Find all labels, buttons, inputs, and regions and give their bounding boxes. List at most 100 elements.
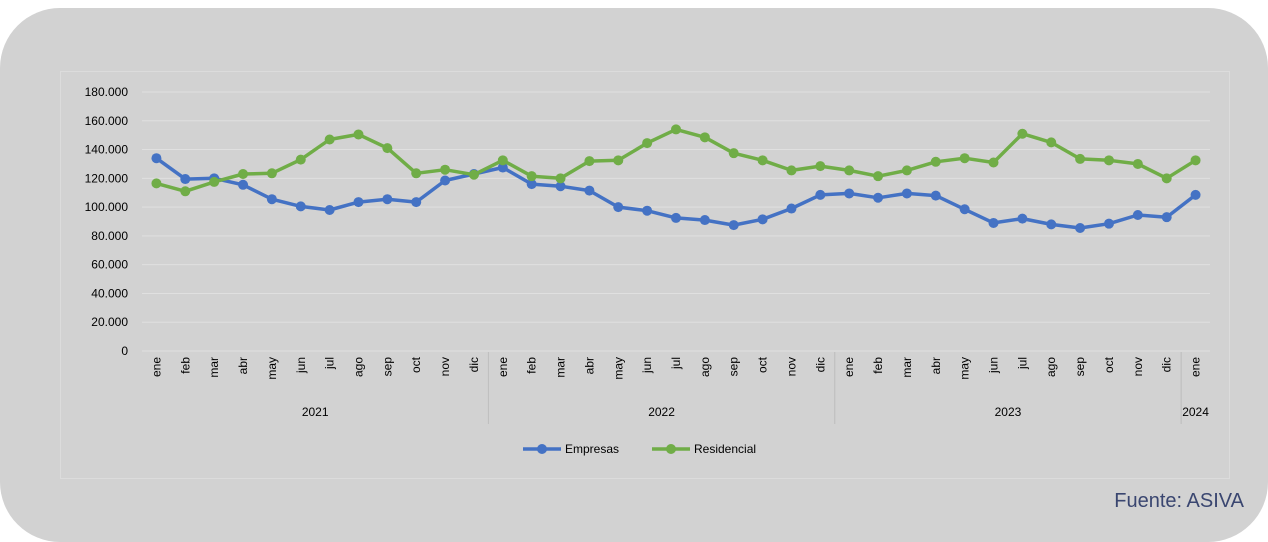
- data-point-empresas: [786, 203, 797, 214]
- data-point-residencial: [584, 156, 595, 167]
- y-axis: 0 20.000 40.000 60.000 80.000 100.000 120.000 1…: [85, 85, 129, 358]
- data-point-residencial: [151, 178, 162, 189]
- data-point-residencial: [1132, 158, 1143, 169]
- data-point-empresas: [844, 188, 855, 199]
- data-point-empresas: [324, 204, 335, 215]
- data-point-residencial: [786, 165, 797, 176]
- data-point-empresas: [901, 188, 912, 199]
- legend-empresas-label[interactable]: Empresas: [565, 442, 619, 456]
- data-point-empresas: [295, 201, 306, 212]
- x-tick-label: jul: [669, 357, 683, 370]
- data-point-empresas: [1132, 210, 1143, 221]
- x-tick-label: ene: [842, 357, 856, 377]
- data-point-residencial: [901, 165, 912, 176]
- data-point-residencial: [671, 124, 681, 135]
- data-point-empresas: [526, 179, 537, 190]
- data-point-residencial: [699, 132, 710, 143]
- data-point-residencial: [238, 169, 249, 180]
- data-point-empresas: [613, 202, 624, 213]
- x-tick-label: jun: [294, 357, 308, 374]
- data-point-residencial: [497, 155, 508, 166]
- data-point-empresas: [1017, 213, 1028, 224]
- x-tick-label: mar: [207, 357, 221, 378]
- legend-residencial-label[interactable]: Residencial: [694, 442, 756, 456]
- y-tick-label: 60.000: [91, 258, 128, 272]
- data-point-empresas: [988, 217, 999, 228]
- data-point-empresas: [238, 179, 249, 190]
- data-point-empresas: [1161, 212, 1172, 223]
- legend-residencial-marker: [666, 444, 676, 454]
- data-point-residencial: [1075, 153, 1086, 164]
- data-point-residencial: [642, 138, 653, 149]
- x-tick-label: dic: [467, 357, 481, 372]
- data-point-residencial: [815, 161, 826, 172]
- year-label: 2021: [302, 405, 329, 419]
- data-point-residencial: [959, 153, 970, 164]
- data-point-residencial: [411, 168, 422, 179]
- data-point-residencial: [266, 168, 277, 179]
- data-point-residencial: [209, 176, 220, 187]
- data-point-empresas: [555, 181, 566, 192]
- x-tick-label: ago: [1044, 357, 1058, 377]
- data-point-empresas: [873, 192, 884, 203]
- data-point-residencial: [382, 143, 393, 154]
- data-point-empresas: [497, 162, 508, 173]
- data-point-residencial: [526, 171, 537, 182]
- data-point-empresas: [411, 197, 422, 208]
- data-point-residencial: [1190, 155, 1201, 166]
- x-tick-label: ene: [496, 357, 510, 377]
- data-point-residencial: [1017, 128, 1028, 139]
- year-label: 2024: [1182, 405, 1209, 419]
- x-tick-label: nov: [784, 357, 798, 376]
- x-tick-label: jun: [987, 357, 1001, 374]
- x-tick-label: ene: [149, 357, 163, 377]
- x-tick-label: ago: [698, 357, 712, 377]
- x-tick-label: sep: [1073, 357, 1087, 377]
- year-label: 2022: [648, 405, 675, 419]
- y-tick-label: 180.000: [85, 85, 129, 99]
- x-tick-label: jun: [640, 357, 654, 374]
- x-tick-label: sep: [380, 357, 394, 377]
- data-point-empresas: [930, 190, 941, 201]
- x-tick-label: oct: [409, 356, 423, 373]
- data-point-residencial: [440, 164, 451, 175]
- x-tick-label: jul: [1015, 357, 1029, 370]
- data-point-empresas: [382, 194, 393, 205]
- data-point-residencial: [728, 148, 739, 159]
- y-tick-label: 80.000: [91, 229, 128, 243]
- x-tick-label: abr: [929, 357, 943, 374]
- data-point-residencial: [1103, 155, 1114, 166]
- x-tick-label: sep: [727, 357, 741, 377]
- y-tick-label: 100.000: [85, 200, 129, 214]
- y-tick-label: 0: [121, 344, 128, 358]
- data-point-empresas: [1103, 218, 1114, 229]
- x-tick-label: may: [611, 357, 625, 380]
- data-point-residencial: [324, 134, 335, 145]
- y-tick-label: 40.000: [91, 286, 128, 300]
- series-lines: [151, 124, 1201, 233]
- x-tick-label: may: [958, 357, 972, 380]
- legend-empresas-marker: [537, 444, 547, 454]
- data-point-empresas: [440, 175, 451, 186]
- data-point-empresas: [728, 220, 739, 231]
- data-point-empresas: [1046, 219, 1057, 230]
- x-tick-label: dic: [813, 357, 827, 372]
- data-point-residencial: [468, 169, 479, 180]
- data-point-residencial: [353, 129, 364, 140]
- data-point-empresas: [671, 212, 681, 223]
- data-point-empresas: [353, 197, 364, 208]
- data-point-residencial: [930, 156, 941, 167]
- x-tick-label: oct: [756, 356, 770, 373]
- data-point-empresas: [180, 174, 191, 185]
- data-point-residencial: [555, 173, 566, 184]
- data-point-empresas: [151, 153, 162, 164]
- y-tick-label: 140.000: [85, 143, 129, 157]
- data-point-residencial: [613, 155, 624, 166]
- data-point-empresas: [757, 214, 768, 225]
- data-point-empresas: [959, 204, 970, 215]
- x-tick-label: may: [265, 357, 279, 380]
- y-tick-label: 20.000: [91, 315, 128, 329]
- data-point-empresas: [815, 189, 826, 200]
- data-point-empresas: [584, 185, 595, 196]
- y-tick-label: 120.000: [85, 171, 129, 185]
